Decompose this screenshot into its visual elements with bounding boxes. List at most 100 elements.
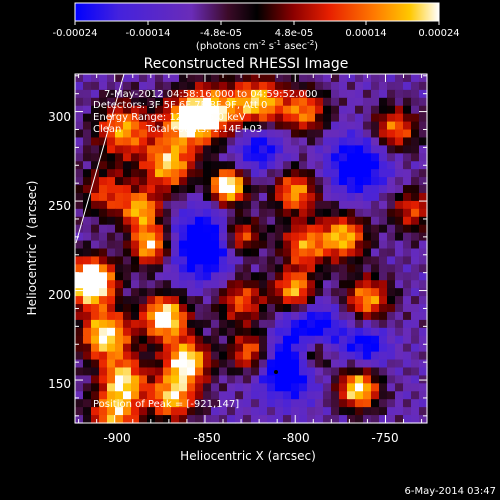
heatmap-cell <box>347 177 356 186</box>
heatmap-cell <box>83 351 92 361</box>
heatmap-cell <box>75 153 84 162</box>
heatmap-cell <box>355 81 364 91</box>
heatmap-cell <box>307 399 316 408</box>
heatmap-cell <box>371 311 380 321</box>
heatmap-cell <box>291 105 300 115</box>
heatmap-cell <box>203 129 212 139</box>
heatmap-cell <box>331 311 340 321</box>
heatmap-cell <box>251 145 260 154</box>
heatmap-cell <box>347 399 356 408</box>
heatmap-cell <box>91 391 100 400</box>
heatmap-cell <box>187 74 196 83</box>
heatmap-cell <box>323 192 332 202</box>
heatmap-cell <box>251 121 260 131</box>
heatmap-cell <box>155 375 164 384</box>
heatmap-cell <box>291 319 300 329</box>
heatmap-cell <box>115 288 124 297</box>
heatmap-cell <box>91 192 100 202</box>
heatmap-cell <box>299 375 308 384</box>
heatmap-cell <box>203 367 212 377</box>
heatmap-cell <box>187 105 196 115</box>
heatmap-cell <box>227 383 236 392</box>
heatmap-cell <box>403 296 412 305</box>
heatmap-cell <box>355 343 364 353</box>
heatmap-cell <box>259 391 268 400</box>
heatmap-cell <box>115 311 124 321</box>
heatmap-cell <box>187 89 196 99</box>
heatmap-cell <box>379 177 388 186</box>
heatmap-cell <box>283 288 292 297</box>
heatmap-cell <box>251 375 260 384</box>
heatmap-cell <box>195 240 204 250</box>
heatmap-cell <box>411 415 420 424</box>
heatmap-cell <box>235 327 244 337</box>
heatmap-cell <box>323 335 332 345</box>
heatmap-cell <box>347 81 356 91</box>
heatmap-cell <box>323 399 332 408</box>
heatmap-cell <box>195 256 204 265</box>
heatmap-cell <box>243 407 252 416</box>
heatmap-cell <box>83 264 92 273</box>
heatmap-cell <box>395 113 404 123</box>
heatmap-cell <box>83 319 92 329</box>
heatmap-cell <box>139 208 148 218</box>
heatmap-cell <box>187 121 196 131</box>
heatmap-cell <box>99 129 108 139</box>
heatmap-cell <box>235 304 244 313</box>
heatmap-cell <box>379 359 388 369</box>
heatmap-cell <box>147 216 156 226</box>
heatmap-cell <box>275 216 284 226</box>
heatmap-cell <box>275 327 284 337</box>
heatmap-cell <box>355 113 364 123</box>
heatmap-cell <box>339 129 348 139</box>
heatmap-cell <box>107 375 116 384</box>
heatmap-cell <box>387 224 396 234</box>
heatmap-cell <box>83 89 92 99</box>
heatmap-cell <box>307 113 316 123</box>
heatmap-cell <box>299 383 308 392</box>
heatmap-cell <box>355 248 364 258</box>
heatmap-cell <box>75 216 84 226</box>
heatmap-cell <box>403 399 412 408</box>
heatmap-cell <box>91 232 100 242</box>
heatmap-cell <box>123 280 132 289</box>
heatmap-cell <box>307 137 316 146</box>
heatmap-cell <box>179 391 188 400</box>
heatmap-cell <box>259 89 268 99</box>
heatmap-cell <box>403 359 412 369</box>
heatmap-cell <box>179 327 188 337</box>
heatmap-cell <box>99 327 108 337</box>
heatmap-cell <box>275 121 284 131</box>
heatmap-cell <box>283 208 292 218</box>
heatmap-cell <box>227 97 236 107</box>
heatmap-cell <box>283 169 292 178</box>
heatmap-cell <box>203 208 212 218</box>
heatmap-cell <box>163 248 172 258</box>
heatmap-cell <box>131 375 140 384</box>
heatmap-cell <box>147 280 156 289</box>
heatmap-cell <box>243 351 252 361</box>
heatmap-cell <box>291 89 300 99</box>
heatmap-cell <box>211 216 220 226</box>
heatmap-cell <box>259 137 268 146</box>
heatmap-cell <box>411 81 420 91</box>
heatmap-cell <box>243 335 252 345</box>
heatmap-cell <box>211 391 220 400</box>
heatmap-cell <box>299 137 308 146</box>
heatmap-cell <box>307 280 316 289</box>
heatmap-cell <box>259 288 268 297</box>
heatmap-cell <box>387 383 396 392</box>
heatmap-cell <box>139 121 148 131</box>
heatmap-cell <box>371 272 380 281</box>
heatmap-cell <box>123 113 132 123</box>
heatmap-cell <box>387 97 396 107</box>
heatmap-cell <box>171 192 180 202</box>
heatmap-cell <box>91 264 100 273</box>
heatmap-cell <box>267 81 276 91</box>
heatmap-cell <box>283 89 292 99</box>
heatmap-cell <box>211 74 220 83</box>
heatmap-cell <box>147 304 156 313</box>
heatmap-cell <box>251 327 260 337</box>
heatmap-cell <box>147 161 156 170</box>
heatmap-cell <box>203 177 212 186</box>
